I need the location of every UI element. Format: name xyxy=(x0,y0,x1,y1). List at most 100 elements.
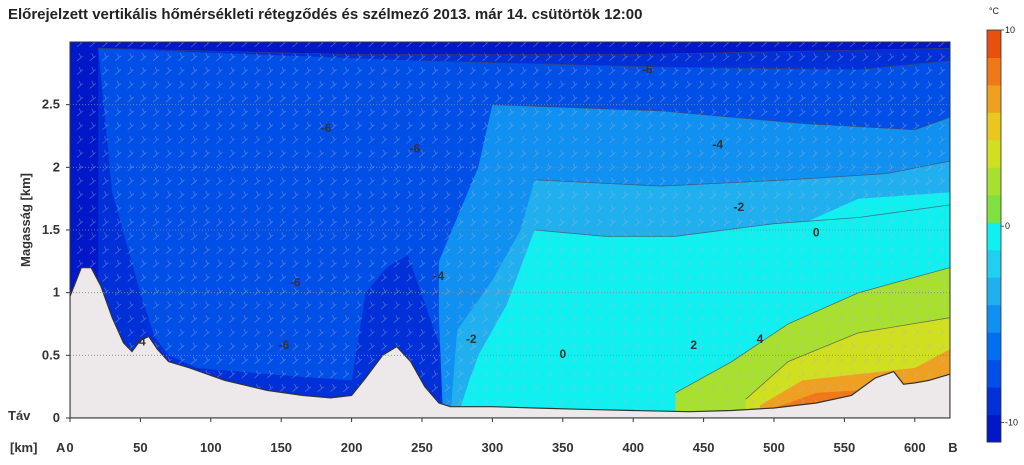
wind-barb xyxy=(811,384,819,393)
wind-barb xyxy=(900,246,907,255)
wind-barb xyxy=(723,287,730,296)
wind-barb xyxy=(786,149,793,158)
wind-barb xyxy=(799,370,806,379)
wind-barb xyxy=(190,191,198,200)
wind-barb xyxy=(685,384,692,393)
wind-barb xyxy=(685,218,692,227)
wind-barb xyxy=(393,232,401,241)
wind-barb xyxy=(596,53,603,62)
wind-barb xyxy=(190,135,198,144)
wind-barb xyxy=(482,342,489,351)
wind-barb xyxy=(304,108,312,117)
wind-barb xyxy=(647,66,654,75)
wind-barb xyxy=(786,108,793,117)
wind-barb xyxy=(609,328,616,337)
wind-barb xyxy=(406,191,413,200)
wind-barb xyxy=(710,370,717,379)
wind-barb xyxy=(355,370,363,379)
wind-barb xyxy=(710,384,717,393)
wind-barb xyxy=(748,80,755,89)
wind-barb xyxy=(355,315,363,324)
wind-barb xyxy=(228,342,236,351)
wind-barb xyxy=(862,80,869,89)
wind-barb xyxy=(748,66,755,75)
wind-barb xyxy=(304,218,312,227)
wind-barb xyxy=(368,204,375,213)
wind-barb xyxy=(634,122,641,131)
wind-barb xyxy=(811,356,819,365)
wind-barb xyxy=(545,94,553,103)
wind-barb xyxy=(545,301,553,310)
wind-barb xyxy=(279,94,287,103)
wind-barb xyxy=(773,287,781,296)
wind-barb xyxy=(304,66,312,75)
wind-barb xyxy=(925,135,933,144)
wind-barb xyxy=(596,218,603,227)
wind-barb xyxy=(862,273,869,282)
wind-barb xyxy=(609,259,616,268)
wind-barb xyxy=(596,397,603,406)
wind-barb xyxy=(773,149,781,158)
wind-barb xyxy=(102,42,109,48)
wind-barb xyxy=(330,273,337,282)
wind-barb xyxy=(520,108,527,117)
wind-barb xyxy=(76,94,84,103)
wind-barb xyxy=(469,177,477,186)
wind-barb xyxy=(849,94,857,103)
wind-barb xyxy=(216,191,223,200)
wind-barb xyxy=(748,163,755,172)
wind-barb xyxy=(254,108,261,117)
wind-barb xyxy=(406,122,413,131)
wind-barb xyxy=(507,218,515,227)
y-tick-label-4: 2 xyxy=(53,159,60,174)
wind-barb xyxy=(697,53,705,62)
wind-barb xyxy=(89,66,96,75)
x-tick-label-8: 400 xyxy=(622,440,644,455)
wind-barb xyxy=(799,135,806,144)
wind-barb xyxy=(342,370,350,379)
colorbar-segment-2 xyxy=(987,359,1001,388)
wind-barb xyxy=(317,384,325,393)
wind-barb xyxy=(178,315,185,324)
colorbar-segment-11 xyxy=(987,112,1001,141)
wind-barb xyxy=(292,135,299,144)
wind-barb xyxy=(317,42,325,48)
wind-barb xyxy=(799,259,806,268)
wind-barb xyxy=(165,328,172,337)
wind-barb xyxy=(735,384,743,393)
wind-barb xyxy=(152,108,160,117)
wind-barb xyxy=(431,356,439,365)
start-point-label: A xyxy=(56,440,66,455)
wind-barb xyxy=(190,315,198,324)
wind-barb xyxy=(456,273,464,282)
wind-barb xyxy=(545,66,553,75)
wind-barb xyxy=(887,204,895,213)
wind-barb xyxy=(114,232,122,241)
wind-barb xyxy=(266,218,274,227)
wind-barb xyxy=(887,135,895,144)
colorbar-tick-label-1: 0 xyxy=(1005,221,1010,231)
wind-barb xyxy=(520,177,527,186)
wind-barb xyxy=(355,177,363,186)
wind-barb xyxy=(570,149,578,158)
wind-barb xyxy=(178,232,185,241)
wind-barb xyxy=(723,328,730,337)
wind-barb xyxy=(203,259,211,268)
wind-barb xyxy=(748,301,755,310)
wind-barb xyxy=(494,218,502,227)
wind-barb xyxy=(520,273,527,282)
wind-barb xyxy=(102,246,109,255)
wind-barb xyxy=(152,80,160,89)
wind-barb xyxy=(824,80,831,89)
wind-barb xyxy=(735,315,743,324)
wind-barb xyxy=(127,301,134,310)
wind-barb xyxy=(596,246,603,255)
wind-barb xyxy=(444,108,451,117)
wind-barb xyxy=(621,246,629,255)
wind-barb xyxy=(380,342,388,351)
wind-barb xyxy=(494,259,502,268)
wind-barb xyxy=(761,397,768,406)
wind-barb xyxy=(165,149,172,158)
wind-barb xyxy=(583,163,591,172)
contour-label-13: 4 xyxy=(757,332,764,346)
